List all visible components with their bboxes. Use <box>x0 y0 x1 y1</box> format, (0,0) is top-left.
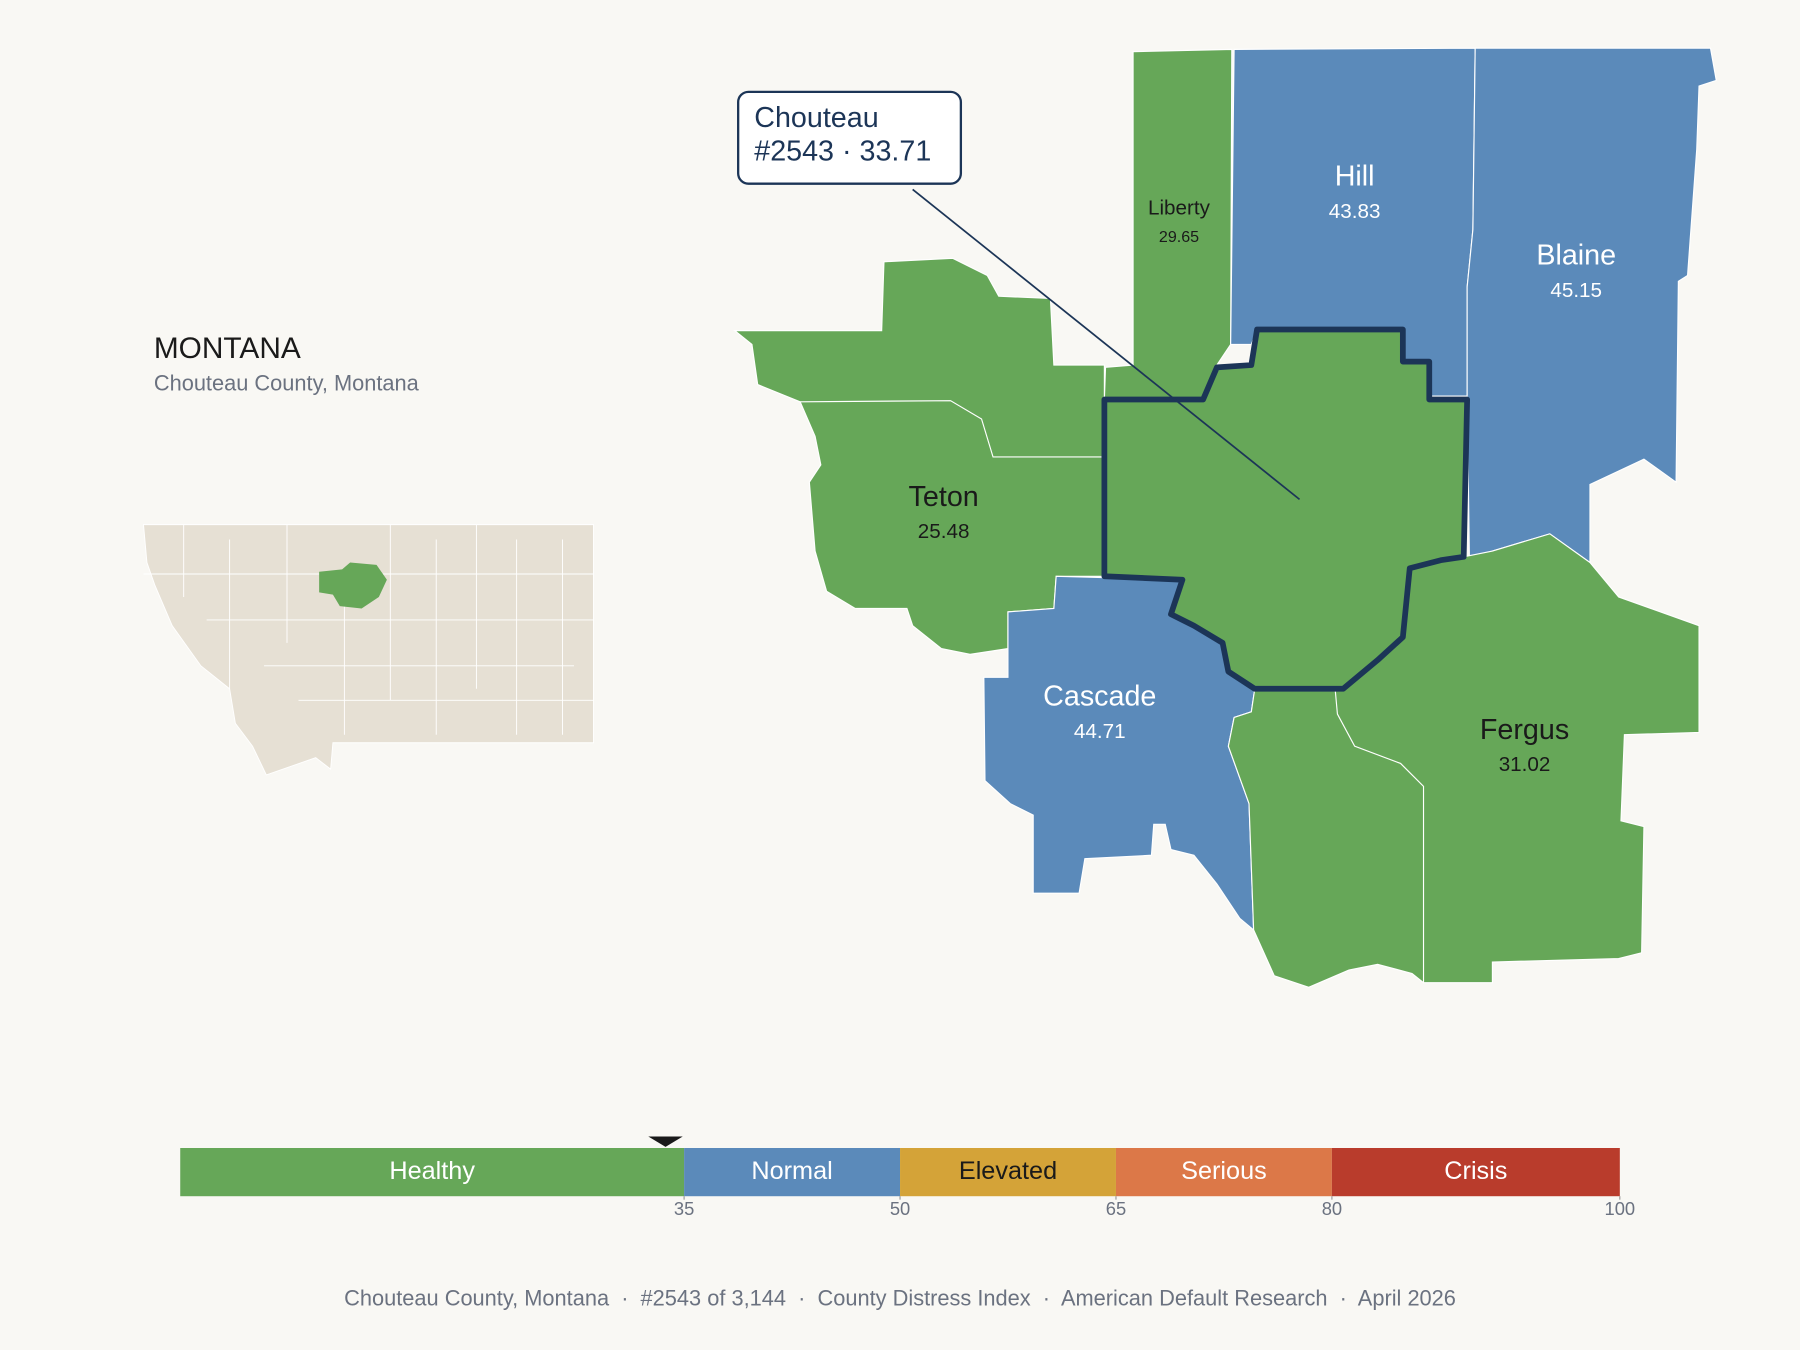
county-name: Liberty <box>1148 196 1211 219</box>
county-name: Teton <box>909 481 979 513</box>
county-name: Blaine <box>1536 240 1616 272</box>
scale: Healthy Normal Elevated Serious Crisis 35 50 65… <box>180 1136 1636 1219</box>
county-border <box>800 400 1105 458</box>
scale-band <box>684 1148 901 1197</box>
county-name: Hill <box>1335 161 1375 193</box>
scale-tick-label: 65 <box>1106 1198 1126 1219</box>
scale-band <box>1331 1148 1620 1197</box>
scale-band-label: Serious <box>1181 1157 1267 1185</box>
selected-county <box>1101 326 1471 692</box>
scale-tick-label: 35 <box>674 1198 694 1219</box>
scale-band-label: Crisis <box>1444 1157 1507 1185</box>
county-value: 44.71 <box>1074 720 1126 743</box>
scale-band-label: Elevated <box>959 1157 1057 1185</box>
county-value: 45.15 <box>1550 279 1602 302</box>
callout-box <box>737 90 963 185</box>
state-outline <box>142 524 594 776</box>
callout-leader <box>912 188 1301 501</box>
scale-tick-label: 80 <box>1322 1198 1342 1219</box>
scale-tick-label: 50 <box>890 1198 910 1219</box>
scale-band-label: Normal <box>751 1157 832 1185</box>
inset-highlight <box>319 562 387 609</box>
callout-text: #2543 · 33.71 <box>754 135 931 167</box>
county-shape <box>733 257 1105 655</box>
state-title: MONTANA <box>154 332 301 365</box>
canvas: MONTANA Chouteau County, Montana Choutea… <box>142 47 1717 1310</box>
county-name: Fergus <box>1480 714 1569 746</box>
scale-marker <box>648 1136 683 1147</box>
scale-band <box>1115 1148 1332 1197</box>
scale-tick-label: 100 <box>1605 1198 1636 1219</box>
county-value: 31.02 <box>1499 753 1551 776</box>
county-shape <box>1466 47 1717 564</box>
scale-band <box>180 1148 685 1197</box>
county-value: 29.65 <box>1159 228 1199 246</box>
county-value: 43.83 <box>1329 200 1381 223</box>
county-map <box>733 47 1717 988</box>
inset-borders <box>143 524 594 735</box>
scale-band-label: Healthy <box>389 1157 475 1185</box>
footer: Chouteau County, Montana · #2543 of 3,14… <box>344 1285 1456 1310</box>
subtitle: Chouteau County, Montana <box>154 370 420 395</box>
scale-band <box>900 1148 1116 1197</box>
county-name: Cascade <box>1043 681 1156 713</box>
county-value: 25.48 <box>918 520 970 543</box>
callout-name: Chouteau <box>754 102 878 134</box>
inset-map <box>142 524 594 776</box>
county-border <box>1334 688 1425 983</box>
